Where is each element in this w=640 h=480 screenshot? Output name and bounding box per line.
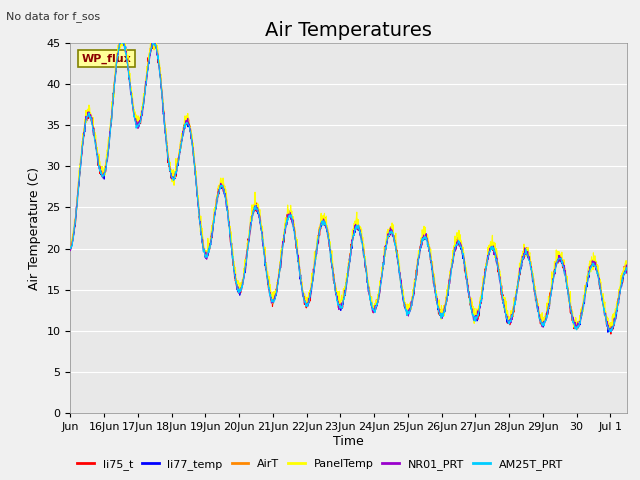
Title: Air Temperatures: Air Temperatures xyxy=(266,21,432,40)
Text: WP_flux: WP_flux xyxy=(81,54,131,64)
Y-axis label: Air Temperature (C): Air Temperature (C) xyxy=(28,167,41,289)
X-axis label: Time: Time xyxy=(333,434,364,448)
Text: No data for f_sos: No data for f_sos xyxy=(6,11,100,22)
Legend: li75_t, li77_temp, AirT, PanelTemp, NR01_PRT, AM25T_PRT: li75_t, li77_temp, AirT, PanelTemp, NR01… xyxy=(72,455,568,474)
